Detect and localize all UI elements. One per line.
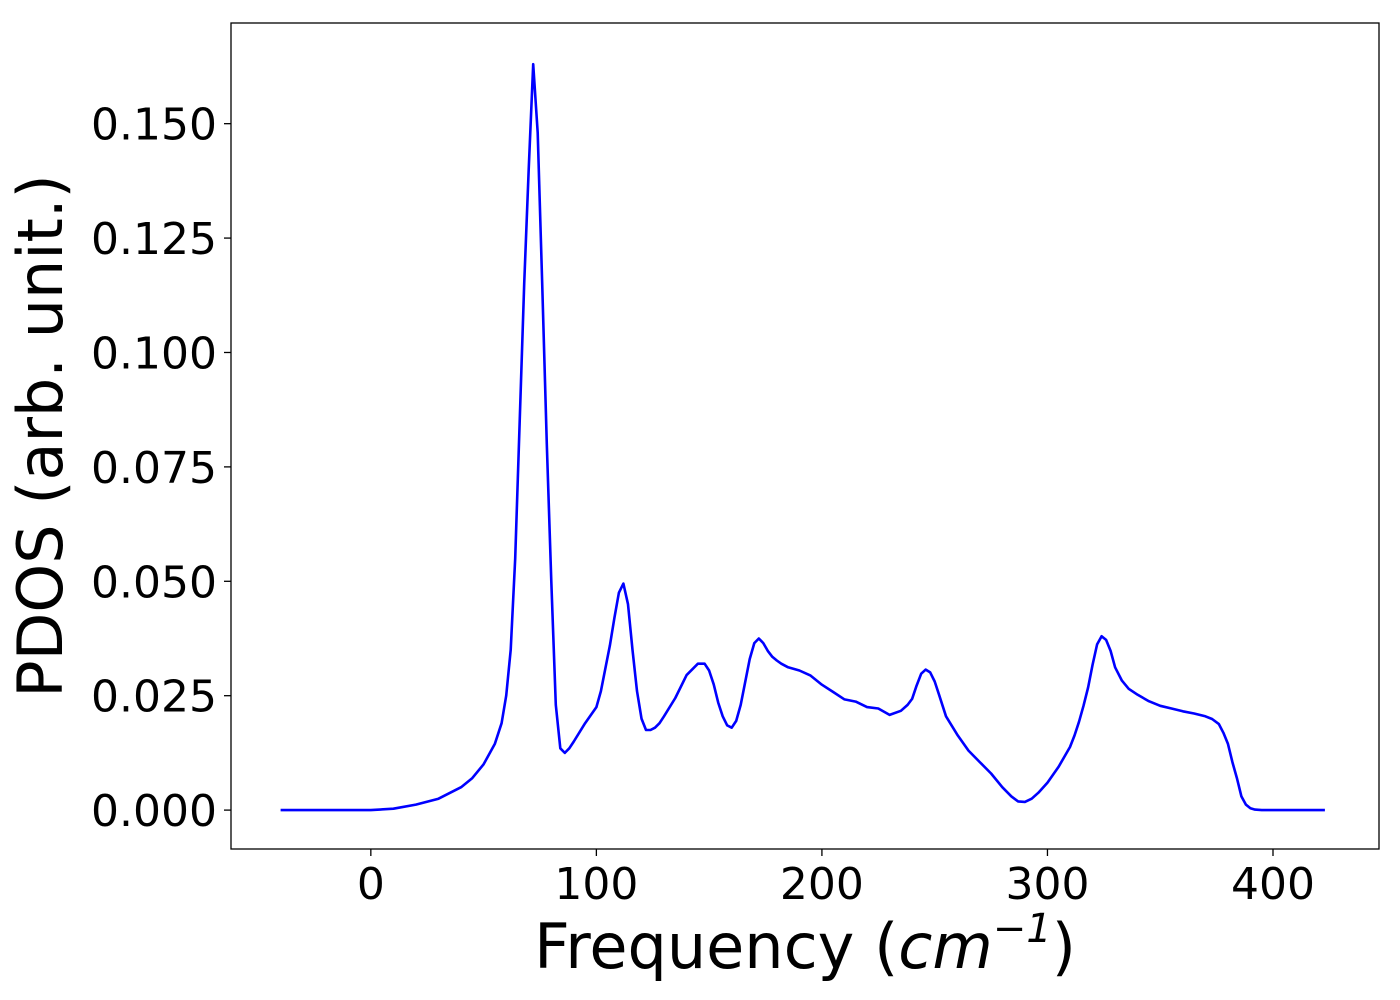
y-tick-label: 0.100 [91, 328, 217, 379]
axes-frame [230, 22, 1380, 850]
y-tick-label: 0.125 [91, 214, 217, 265]
y-tick-label: 0.050 [91, 557, 217, 608]
x-tick-label: 0 [357, 859, 385, 910]
x-axis-label-unit: cm [898, 910, 992, 983]
x-tick-label: 400 [1231, 859, 1315, 910]
x-axis-label: Frequency (cm−1) [534, 906, 1076, 983]
y-tick-label: 0.150 [91, 100, 217, 151]
x-tick-label: 300 [1005, 859, 1089, 910]
x-axis-label-text: Frequency ( [534, 910, 898, 983]
y-axis-label: PDOS (arb. unit.) [4, 174, 77, 697]
y-tick-label: 0.075 [91, 443, 217, 494]
x-axis-label-close: ) [1052, 910, 1076, 983]
x-tick-label: 100 [554, 859, 638, 910]
plot-area [230, 22, 1380, 850]
x-ticks: 0 100 200 300 400 [357, 849, 1315, 910]
x-axis-label-exponent: −1 [993, 906, 1052, 952]
pdos-line [280, 62, 1325, 812]
y-tick-label: 0.025 [91, 672, 217, 723]
x-tick-label: 200 [780, 859, 864, 910]
y-tick-label: 0.000 [91, 786, 217, 837]
y-ticks: 0.000 0.025 0.050 0.075 0.100 0.125 0.150 [91, 100, 231, 837]
